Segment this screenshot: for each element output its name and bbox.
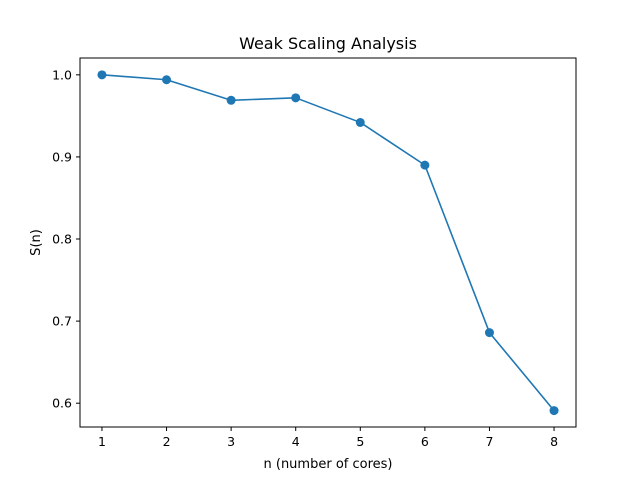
data-point [420,160,430,170]
y-tick-label: 0.7 [52,314,72,329]
data-point [97,70,107,80]
data-point [484,328,494,338]
plot-frame [79,57,577,428]
y-tick-label: 0.6 [52,396,72,411]
x-tick-label: 7 [485,434,493,449]
data-point [549,406,559,416]
y-axis-ticks: 0.6 0.7 0.8 0.9 1.0 [52,67,80,411]
data-point [162,75,172,85]
series-layer [97,70,559,416]
x-tick-label: 8 [550,434,558,449]
x-axis-label: n (number of cores) [264,457,393,472]
data-point [226,95,236,105]
x-tick-label: 6 [421,434,429,449]
data-point [355,117,365,127]
x-axis-ticks: 1 2 3 4 5 6 7 8 [98,427,558,449]
y-tick-label: 1.0 [52,67,72,82]
data-point [291,93,301,103]
x-tick-label: 1 [98,434,106,449]
y-tick-label: 0.8 [52,232,72,247]
x-tick-label: 3 [227,434,235,449]
chart-title: Weak Scaling Analysis [239,34,417,53]
x-tick-label: 5 [356,434,364,449]
series-line [101,74,555,412]
x-tick-label: 4 [292,434,300,449]
y-tick-label: 0.9 [52,149,72,164]
x-tick-label: 2 [163,434,171,449]
y-axis-label: S(n) [29,229,44,256]
